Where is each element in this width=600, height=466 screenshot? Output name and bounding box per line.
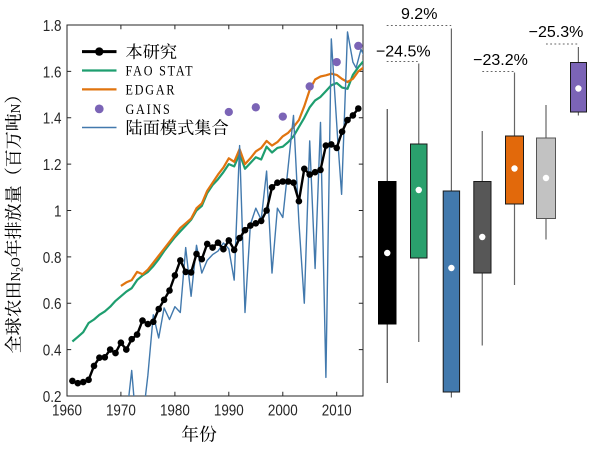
svg-text:9.2%: 9.2% (401, 6, 437, 23)
svg-text:1.2: 1.2 (43, 157, 62, 174)
svg-text:N: N (8, 271, 23, 281)
svg-text:FAO STAT: FAO STAT (126, 63, 195, 79)
svg-text:1990: 1990 (214, 403, 244, 420)
svg-text:−24.5%: −24.5% (376, 43, 431, 60)
svg-text:2000: 2000 (268, 403, 298, 420)
svg-text:1960: 1960 (52, 403, 82, 420)
svg-text:1.6: 1.6 (43, 64, 62, 81)
svg-text:1.8: 1.8 (43, 18, 62, 35)
svg-text:1970: 1970 (106, 403, 136, 420)
svg-text:0.2: 0.2 (43, 389, 62, 406)
svg-text:1: 1 (54, 203, 62, 220)
svg-text:−25.3%: −25.3% (529, 24, 584, 41)
svg-text:1980: 1980 (160, 403, 190, 420)
svg-text:0.8: 0.8 (43, 250, 62, 267)
svg-text:2010: 2010 (322, 403, 352, 420)
svg-text:O: O (8, 257, 23, 267)
svg-text:GAINS: GAINS (126, 101, 172, 117)
svg-text:0.4: 0.4 (43, 343, 62, 360)
svg-text:N: N (8, 103, 23, 113)
svg-text:2: 2 (15, 267, 25, 272)
svg-text:0.6: 0.6 (43, 296, 62, 313)
svg-text:−23.2%: −23.2% (473, 52, 528, 69)
svg-text:1.4: 1.4 (43, 111, 62, 128)
svg-text:EDGAR: EDGAR (126, 81, 177, 97)
